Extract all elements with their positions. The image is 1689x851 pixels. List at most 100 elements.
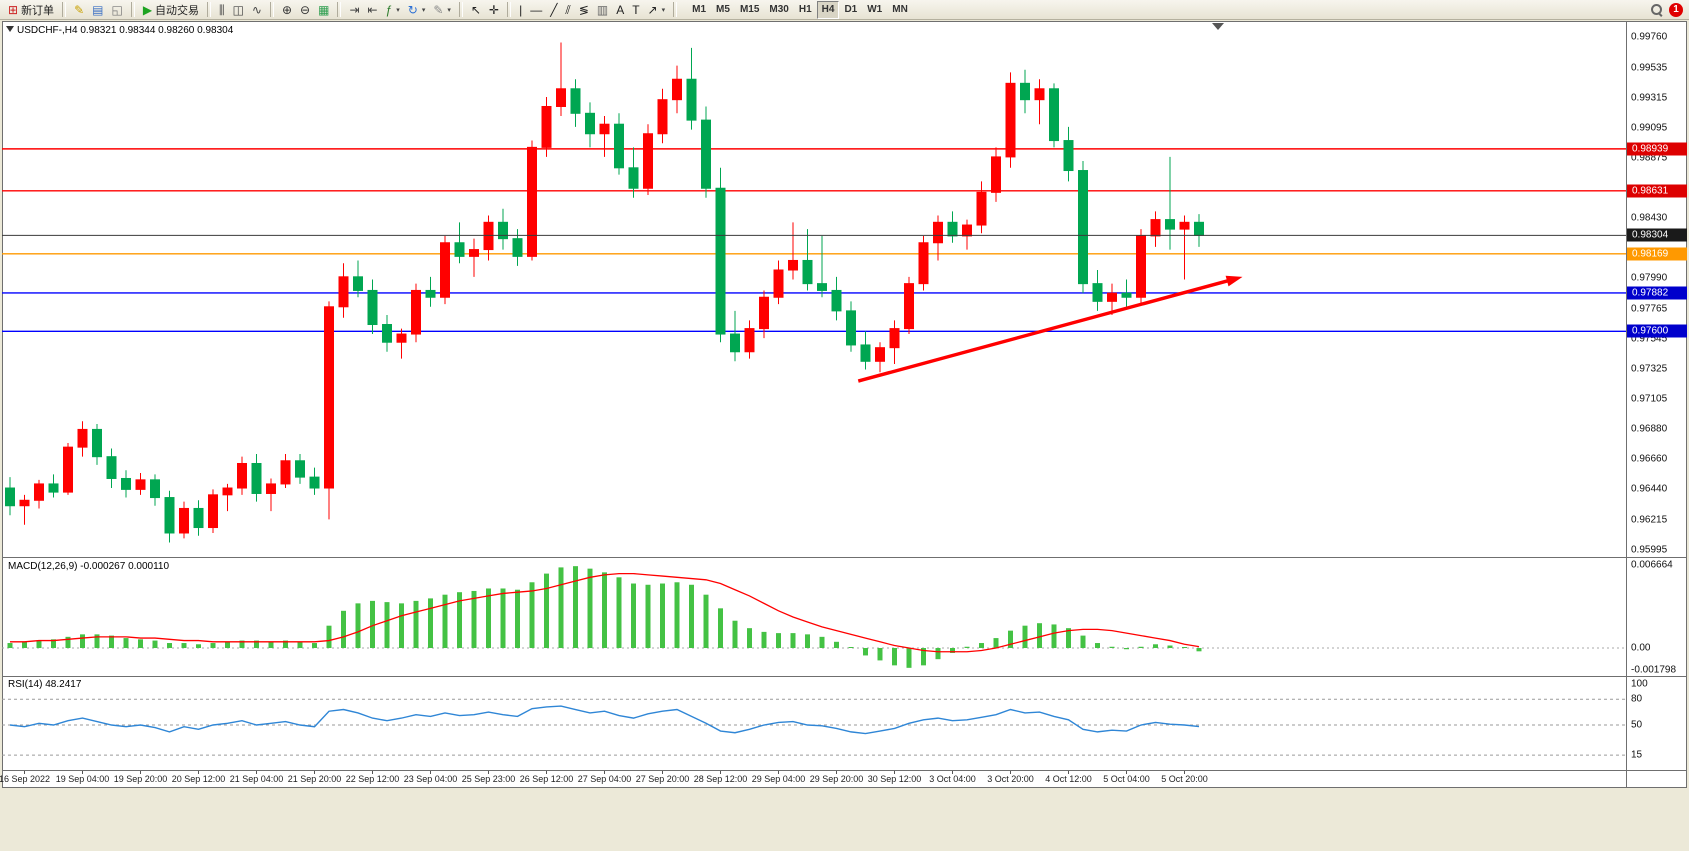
templates-button[interactable]: ✎ ▾	[429, 0, 455, 19]
rsi-axis-label: 50	[1631, 719, 1643, 731]
toolbar-separator	[337, 2, 342, 17]
text-icon: A	[616, 2, 625, 17]
timeframe-toolbar: M1 M5 M15 M30 H1 H4 D1 W1 MN	[687, 0, 913, 19]
autotrading-button[interactable]: ▶ 自动交易	[139, 0, 203, 19]
price-axis-label: 0.97765	[1631, 303, 1668, 315]
rsi-axis-label: 100	[1631, 678, 1648, 690]
toolbar-separator	[62, 2, 67, 17]
toolbar-separator	[507, 2, 512, 17]
time-axis-label: 19 Sep 04:00	[55, 774, 110, 784]
chevron-down-icon: ▾	[421, 6, 426, 14]
grid-button[interactable]: ▥	[593, 0, 612, 19]
rsi-axis-label: 80	[1631, 693, 1643, 705]
auto-scroll-button[interactable]: ⇥	[345, 0, 363, 19]
time-axis-label: 30 Sep 12:00	[867, 774, 922, 784]
chart-area[interactable]	[2, 21, 1687, 788]
navigator-icon: ◱	[111, 2, 123, 17]
cursor-icon: ↖	[470, 2, 481, 17]
candlestick-mode-button[interactable]: ◫	[229, 0, 248, 19]
line-chart-mode-button[interactable]: ∿	[248, 0, 266, 19]
time-axis-label: 3 Oct 20:00	[987, 774, 1034, 784]
chart-title: USDCHF-,H4 0.98321 0.98344 0.98260 0.983…	[17, 25, 234, 36]
refresh-cycles-icon: ↻	[407, 2, 418, 17]
new-order-icon: ⊞	[8, 2, 19, 17]
one-click-trading-toggle-icon[interactable]	[6, 26, 14, 32]
trendline-button[interactable]: ╱	[546, 0, 561, 19]
time-axis-label: 22 Sep 12:00	[345, 774, 400, 784]
chevron-down-icon: ▾	[447, 6, 451, 14]
timeframe-d1-button[interactable]: D1	[844, 4, 858, 15]
chevron-down-icon: ▾	[661, 6, 666, 14]
vertical-line-button[interactable]: |	[515, 0, 526, 19]
timeframe-m5-button[interactable]: M5	[716, 4, 730, 15]
timeframe-w1-button[interactable]: W1	[867, 4, 883, 15]
price-line-badge: 0.97600	[1627, 324, 1687, 338]
time-axis-label: 20 Sep 12:00	[171, 774, 226, 784]
timeframe-m30-button[interactable]: M30	[769, 4, 789, 15]
panel-splitter[interactable]	[2, 557, 1687, 558]
bar-chart-mode-button[interactable]: ⫼	[215, 0, 229, 19]
time-axis-label: 27 Sep 04:00	[577, 774, 632, 784]
tile-windows-button[interactable]: ▦	[314, 0, 333, 19]
fibonacci-button[interactable]: ≶	[575, 0, 593, 19]
time-axis-label: 4 Oct 12:00	[1045, 774, 1092, 784]
templates-icon: ✎	[433, 2, 444, 17]
toolbar-separator	[130, 2, 135, 17]
chart-shift-marker-icon[interactable]	[1212, 23, 1224, 30]
toolbar-separator	[458, 2, 463, 17]
new-order-label: 新订单	[21, 4, 55, 17]
grid-icon: ▥	[596, 2, 609, 17]
search-icon[interactable]	[1651, 3, 1663, 16]
market-watch-icon: ▤	[92, 2, 104, 17]
time-axis-label: 21 Sep 04:00	[229, 774, 284, 784]
time-axis-label: 21 Sep 20:00	[287, 774, 342, 784]
timeframe-h1-button[interactable]: H1	[798, 4, 812, 15]
new-order-button[interactable]: ⊞ 新订单	[4, 0, 58, 19]
main-toolbar: ⊞ 新订单 ✎ ▤ ◱ ▶ 自动交易 ⫼ ◫ ∿ ⊕ ⊖ ▦ ⇥ ⇤ ƒ ▾ ↻ ▾ ✎ ▾ ↖ ✛ | — ╱ ⫽ ≶ ▥ A T ↗ ▾ M…	[0, 0, 1689, 20]
notification-badge[interactable]: 1	[1669, 2, 1683, 17]
candlestick-mode-icon: ◫	[232, 2, 244, 17]
price-axis-divider	[1626, 21, 1627, 788]
price-axis-label: 0.99095	[1631, 122, 1668, 134]
zoom-out-button[interactable]: ⊖	[296, 0, 314, 19]
panel-splitter[interactable]	[2, 676, 1687, 677]
timeframe-h4-button[interactable]: H4	[816, 0, 840, 19]
arrows-tool-button[interactable]: ↗ ▾	[644, 0, 670, 19]
zoom-in-icon: ⊕	[281, 2, 293, 17]
navigator-button[interactable]: ◱	[107, 0, 126, 19]
market-watch-button[interactable]: ▤	[88, 0, 107, 19]
text-label-button[interactable]: T	[628, 0, 643, 19]
timeframe-m15-button[interactable]: M15	[739, 4, 760, 15]
price-axis-label: 0.97545	[1631, 333, 1668, 345]
refresh-cycles-button[interactable]: ↻ ▾	[404, 0, 430, 19]
text-button[interactable]: A	[612, 0, 628, 19]
trendline-icon: ╱	[550, 2, 558, 17]
chart-shift-button[interactable]: ⇤	[364, 0, 382, 19]
cursor-button[interactable]: ↖	[467, 0, 485, 19]
price-axis-label: 0.97105	[1631, 393, 1668, 405]
metaeditor-button[interactable]: ✎	[70, 0, 88, 19]
price-axis-label: 0.96660	[1631, 453, 1668, 465]
auto-scroll-icon: ⇥	[349, 2, 360, 17]
timeframe-mn-button[interactable]: MN	[892, 4, 908, 15]
macd-axis-label: -0.001798	[1631, 664, 1677, 676]
time-axis-label: 19 Sep 20:00	[113, 774, 168, 784]
time-axis-label: 29 Sep 20:00	[809, 774, 864, 784]
indicators-button[interactable]: ƒ ▾	[382, 0, 404, 19]
equidistant-channel-button[interactable]: ⫽	[561, 0, 574, 19]
chevron-down-icon: ▾	[396, 6, 400, 14]
crosshair-button[interactable]: ✛	[485, 0, 503, 19]
price-axis-label: 0.95995	[1631, 544, 1668, 556]
price-axis-label: 0.98875	[1631, 152, 1668, 164]
horizontal-line-button[interactable]: —	[526, 0, 546, 19]
time-axis-label: 26 Sep 12:00	[519, 774, 574, 784]
timeframe-m1-button[interactable]: M1	[692, 4, 707, 15]
chart-shift-icon: ⇤	[367, 2, 378, 17]
price-axis-label: 0.99760	[1631, 31, 1668, 43]
fibonacci-icon: ≶	[578, 2, 589, 17]
zoom-in-button[interactable]: ⊕	[278, 0, 296, 19]
tile-windows-icon: ▦	[318, 2, 330, 17]
macd-indicator-label: MACD(12,26,9) -0.000267 0.000110	[8, 561, 170, 572]
price-axis-label: 0.98430	[1631, 212, 1668, 224]
